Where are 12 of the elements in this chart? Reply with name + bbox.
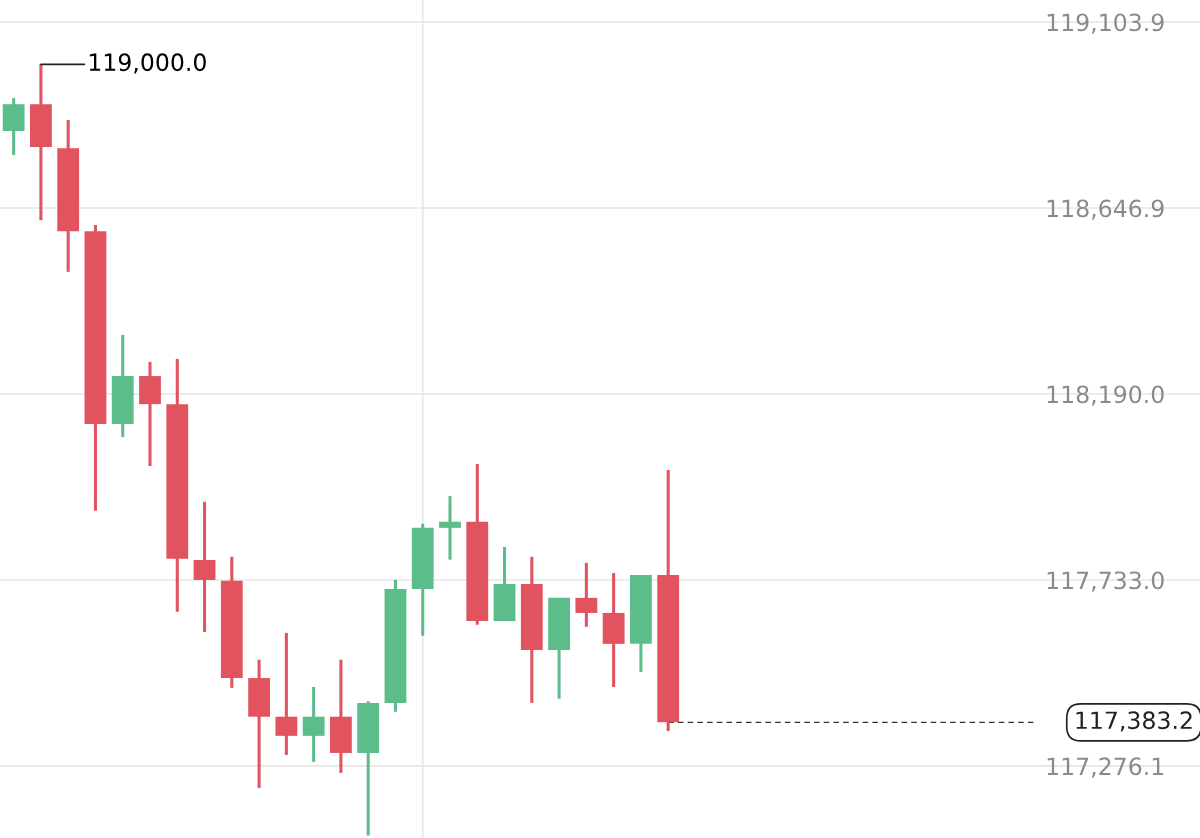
ref-line-label: 117,383.2 [1076,711,1192,732]
y-tick-label: 117,733.0 [1047,571,1164,592]
candlestick [575,561,598,627]
annotation: 119,000.0 [89,53,206,74]
candlestick [439,496,461,560]
y-tick-label: 117,276.1 [1047,757,1164,778]
candlestick [275,631,298,755]
candlestick [193,500,216,634]
y-tick-label: 118,190.0 [1047,385,1164,406]
y-tick-label: 119,103.9 [1047,13,1164,34]
candlestick [302,687,325,762]
y-tick-label: 118,646.9 [1047,199,1164,220]
